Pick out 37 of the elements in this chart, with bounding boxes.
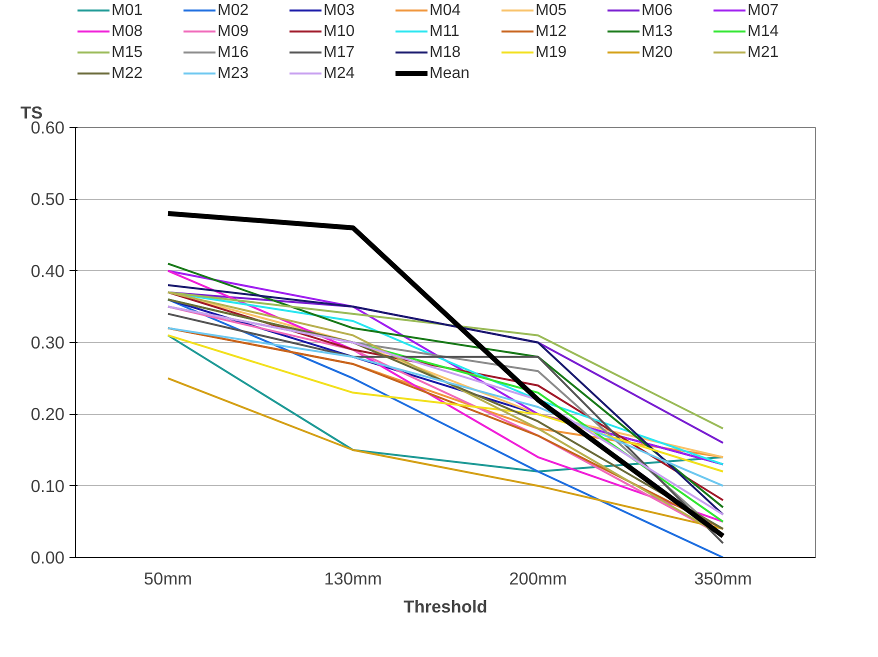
legend-label: M24	[324, 65, 355, 82]
legend-label: M02	[218, 2, 249, 19]
legend-label: M09	[218, 23, 249, 40]
legend-label: M23	[218, 65, 249, 82]
legend-label: M01	[112, 2, 143, 19]
legend-label: M15	[112, 44, 143, 61]
x-tick-label: 50mm	[144, 568, 192, 588]
y-tick-label: 0.40	[30, 260, 65, 281]
legend-label: M17	[324, 44, 355, 61]
legend-label: M10	[324, 23, 355, 40]
y-tick-label: 0.20	[30, 404, 65, 424]
legend-label: M22	[112, 65, 143, 82]
legend-label: M21	[748, 44, 779, 61]
x-axis-title: Threshold	[404, 596, 488, 616]
legend-label: M16	[218, 44, 249, 61]
y-tick-label: 0.30	[30, 332, 65, 352]
x-tick-label: 350mm	[694, 568, 752, 588]
legend-label: M18	[430, 44, 461, 61]
legend-label: Mean	[430, 65, 470, 82]
legend-label: M14	[748, 23, 779, 40]
legend-label: M07	[748, 2, 779, 19]
legend-label: M11	[430, 23, 460, 40]
legend-label: M05	[536, 2, 567, 19]
y-tick-label: 0.50	[30, 189, 65, 210]
y-tick-label: 0.00	[30, 548, 65, 568]
legend-label: M20	[642, 44, 673, 61]
y-tick-label: 0.10	[30, 476, 65, 496]
legend-label: M12	[536, 23, 567, 40]
legend-label: M19	[536, 44, 567, 61]
legend-label: M03	[324, 2, 355, 19]
legend-label: M13	[642, 23, 673, 40]
legend-label: M08	[112, 23, 143, 40]
line-series	[167, 377, 724, 530]
legend-label: M06	[642, 2, 673, 19]
x-tick-label: 130mm	[324, 568, 382, 588]
legend-label: M04	[430, 2, 461, 19]
x-tick-label: 200mm	[509, 568, 567, 588]
